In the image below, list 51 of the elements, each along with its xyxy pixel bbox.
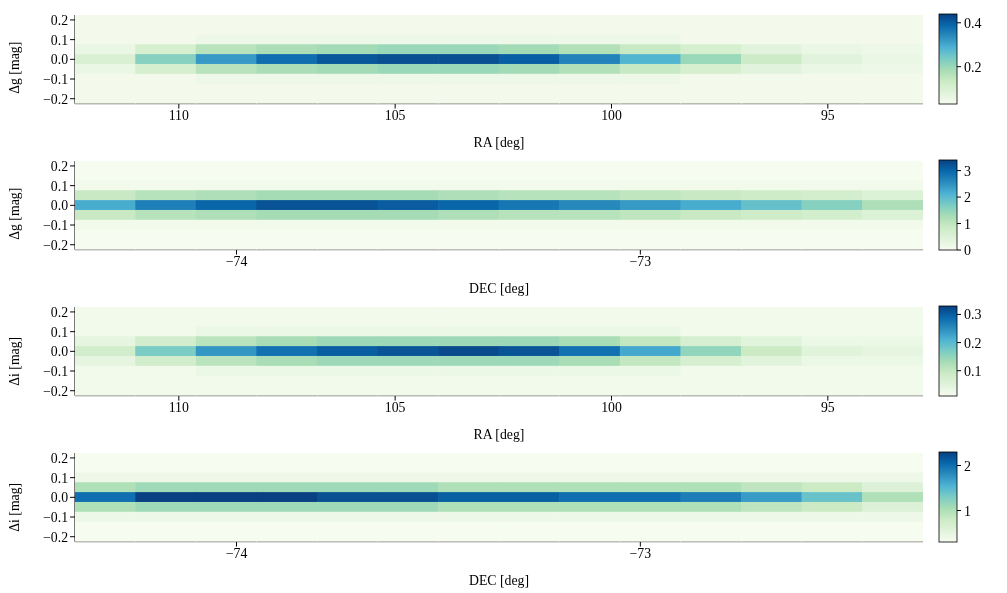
x-tick-label: −74 [225,546,248,562]
x-tick-label: 100 [601,108,622,124]
x-tick-label: 105 [384,108,406,124]
x-axis-title: DEC [deg] [468,280,530,296]
y-tick-label: 0.1 [50,470,69,486]
x-tick-label: 110 [168,108,189,124]
x-tick-label: −73 [629,546,652,562]
y-tick-label: 0.2 [50,304,69,320]
y-axis-title: Δg [mag] [6,41,22,94]
x-tick-label: 105 [384,400,406,416]
x-tick-label: 100 [601,400,622,416]
color-bar-label: 1 [964,503,971,519]
color-bar-label: 2 [964,458,971,474]
x-tick-label: 95 [820,400,835,416]
x-tick-label: −73 [629,254,652,270]
y-tick-label: 0.0 [50,344,69,360]
y-tick-label: 0.1 [50,324,69,340]
x-tick-label: −74 [225,254,248,270]
y-tick-label: 0.2 [50,158,69,174]
y-tick-label: 0.1 [50,32,69,48]
y-axis-title: Δi [mag] [6,482,22,532]
y-axis-title: Δg [mag] [6,187,22,240]
y-tick-label: −0.2 [43,237,69,253]
color-bar-label: 0 [964,243,971,258]
y-tick-label: −0.1 [43,71,69,87]
y-tick-label: 0.0 [50,198,69,214]
color-bar-label: 3 [964,163,971,179]
y-tick-label: 0.2 [50,450,69,466]
y-axis-title: Δi [mag] [6,336,22,386]
color-bar-label: 0.4 [964,15,982,31]
y-tick-label: −0.2 [43,91,69,107]
y-tick-label: −0.1 [43,363,69,379]
y-tick-label: −0.2 [43,383,69,399]
y-tick-label: −0.1 [43,509,69,525]
y-tick-label: 0.1 [50,178,69,194]
y-tick-label: −0.1 [43,217,69,233]
y-tick-label: 0.0 [50,52,69,68]
y-tick-label: 0.2 [50,12,69,28]
color-bar-label: 0.1 [964,363,982,379]
x-axis-title: DEC [deg] [468,572,530,588]
x-tick-label: 110 [168,400,189,416]
y-tick-label: −0.2 [43,529,69,545]
color-bar-label: 0.2 [964,335,982,351]
color-bar-label: 0.2 [964,59,982,75]
x-axis-title: RA [deg] [473,134,525,150]
x-axis-title: RA [deg] [473,426,525,442]
color-bar-label: 2 [964,190,971,206]
y-tick-label: 0.0 [50,490,69,506]
color-bar-label: 1 [964,216,971,232]
color-bar-label: 0.3 [964,307,982,323]
x-tick-label: 95 [820,108,835,124]
